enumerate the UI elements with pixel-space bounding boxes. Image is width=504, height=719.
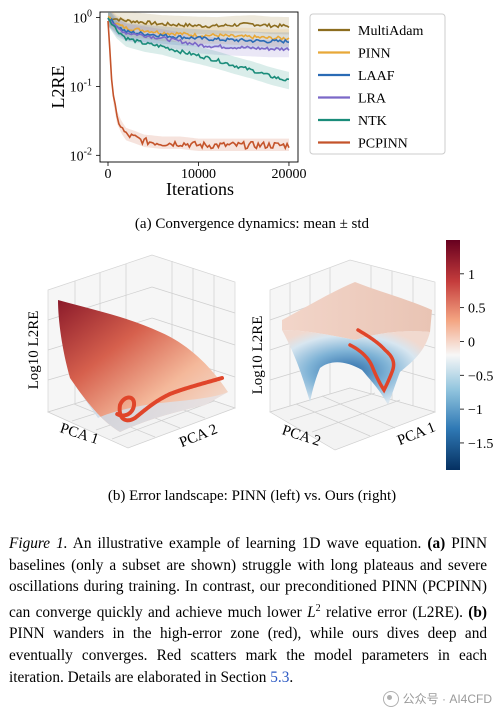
std-bands bbox=[108, 12, 289, 151]
plot-frame bbox=[99, 11, 299, 163]
parameter-trajectory bbox=[348, 328, 396, 394]
series-line bbox=[107, 17, 290, 82]
watermark: 公众号 · AI4CFD bbox=[382, 690, 492, 707]
legend-label: NTK bbox=[358, 114, 387, 129]
colorbar-tick-label: 0.5 bbox=[468, 302, 486, 317]
watermark-text: 公众号 · AI4CFD bbox=[402, 692, 492, 706]
floor-grid bbox=[269, 387, 437, 451]
legend-label: PCPINN bbox=[358, 137, 408, 152]
colorbar-tick-label: −1 bbox=[468, 403, 483, 418]
caption-tag-a: (a) bbox=[427, 535, 446, 552]
legend-label: LAAF bbox=[358, 69, 395, 84]
math-sup: 2 bbox=[315, 602, 321, 614]
series-lines bbox=[107, 15, 290, 151]
colorbar-tick-label: −1.5 bbox=[468, 437, 493, 452]
colorbar-tick-label: −0.5 bbox=[468, 369, 493, 384]
figure-label: Figure 1. bbox=[9, 535, 68, 552]
math-l: L bbox=[307, 603, 316, 621]
y-tick-label: 10-1 bbox=[70, 77, 92, 95]
x-tick-label: 0 bbox=[105, 167, 112, 182]
x-tick-label: 20000 bbox=[271, 167, 306, 182]
legend-label: MultiAdam bbox=[358, 24, 423, 39]
x-axis-label: Iterations bbox=[166, 179, 234, 199]
subfigure-b-caption: (b) Error landscape: PINN (left) vs. Our… bbox=[107, 488, 397, 504]
pinn-error-landscape: Log10 L2RE PCA 1 PCA 2 bbox=[26, 254, 237, 451]
legend: MultiAdam PINN LAAF LRA NTK PCPINN bbox=[309, 13, 446, 155]
wechat-icon bbox=[382, 690, 399, 707]
y-axis-label: L2RE bbox=[48, 65, 68, 108]
caption-text-1: An illustrative example of learning 1D w… bbox=[67, 535, 428, 552]
std-band bbox=[108, 12, 289, 58]
series-line bbox=[107, 17, 290, 52]
axis-ticks: 0 10000 20000 100 10-1 10-2 bbox=[70, 8, 307, 182]
surface-back bbox=[282, 282, 432, 340]
y-tick-label: 100 bbox=[73, 8, 92, 26]
figure-caption: Figure 1. An illustrative example of lea… bbox=[9, 533, 487, 688]
surface bbox=[282, 330, 430, 405]
series-line bbox=[107, 20, 290, 151]
std-band bbox=[108, 12, 289, 47]
caption-text-2: PINN baselines (only a subset are shown)… bbox=[9, 535, 487, 621]
colorbar-ticks: 1 0.5 0 −0.5 −1 −1.5 bbox=[460, 268, 493, 452]
ours-error-landscape: Log10 L2RE PCA 2 PCA 1 bbox=[250, 259, 438, 451]
colorbar-tick-label: 0 bbox=[468, 335, 475, 350]
caption-text-4: PINN wanders in the high-error zone (red… bbox=[9, 625, 487, 686]
section-link[interactable]: 5.3 bbox=[270, 668, 290, 686]
colorbar-tick-label: 1 bbox=[468, 268, 475, 283]
colorbar: 1 0.5 0 −0.5 −1 −1.5 bbox=[446, 240, 493, 470]
z-axis-label: Log10 L2RE bbox=[26, 311, 42, 390]
legend-label: PINN bbox=[358, 47, 391, 62]
series-line bbox=[107, 17, 290, 44]
subfigure-a-caption: (a) Convergence dynamics: mean ± std bbox=[134, 216, 370, 232]
caption-tag-b: (b) bbox=[468, 603, 487, 621]
parameter-trajectory bbox=[115, 376, 224, 423]
surface bbox=[58, 300, 228, 432]
series-line bbox=[108, 16, 290, 29]
z-axis-label: Log10 L2RE bbox=[250, 316, 266, 395]
caption-text-3: relative error (L2RE). bbox=[320, 603, 469, 621]
caption-end: . bbox=[289, 668, 294, 686]
y-tick-label: 10-2 bbox=[70, 146, 92, 164]
x-tick-label: 10000 bbox=[181, 167, 216, 182]
colorbar-gradient bbox=[446, 240, 460, 470]
std-band bbox=[108, 12, 289, 90]
std-band bbox=[108, 12, 289, 35]
std-band bbox=[108, 12, 289, 151]
convergence-chart: 0 10000 20000 100 10-1 10-2 L2RE Iterations M… bbox=[48, 8, 446, 199]
legend-label: LRA bbox=[358, 92, 387, 107]
